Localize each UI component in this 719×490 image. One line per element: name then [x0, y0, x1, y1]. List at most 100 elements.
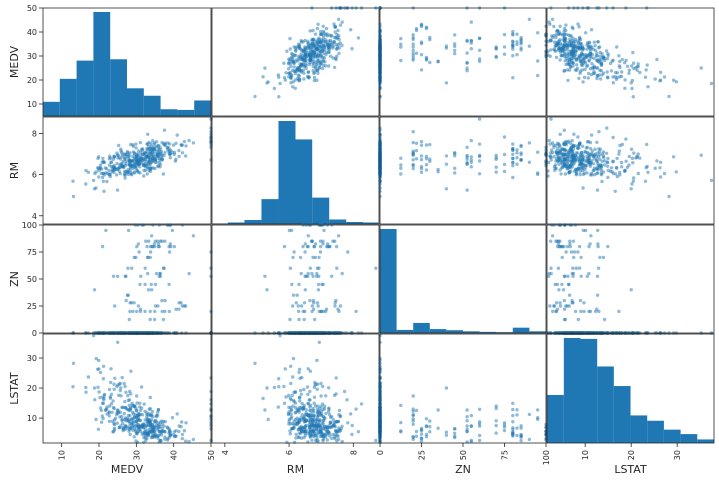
scatter-point	[100, 414, 105, 418]
scatter-point	[527, 437, 532, 442]
scatter-point	[318, 40, 323, 44]
scatter-point	[598, 157, 602, 161]
scatter-point	[143, 266, 147, 270]
scatter-point	[285, 49, 289, 53]
hist-bar	[613, 386, 631, 443]
scatter-point	[576, 250, 580, 254]
scatter-point	[151, 139, 155, 143]
scatter-point	[477, 48, 482, 52]
scatter-point	[477, 433, 482, 438]
scatter-point	[108, 172, 113, 176]
scatter-point	[315, 358, 319, 363]
hist-bar	[329, 219, 347, 224]
scatter-point	[128, 432, 132, 437]
scatter-point	[292, 390, 296, 394]
scatter-point	[655, 57, 659, 62]
scatter-point	[113, 167, 117, 171]
scatter-point	[586, 140, 591, 144]
scatter-point	[84, 385, 88, 390]
scatter-point	[565, 68, 569, 72]
scatter-point	[624, 159, 628, 163]
scatter-point	[180, 143, 184, 147]
scatter-point	[465, 157, 469, 161]
scatter-point	[586, 71, 591, 76]
scatter-point	[303, 433, 307, 437]
scatter-point	[138, 140, 143, 145]
scatter-point	[299, 392, 303, 396]
scatter-point	[126, 228, 131, 233]
scatter-point	[308, 298, 312, 303]
scatter-point	[311, 255, 315, 260]
scatter-point	[444, 46, 449, 50]
scatter-point	[131, 309, 135, 314]
scatter-point	[321, 438, 325, 443]
scatter-point	[312, 427, 316, 432]
scatter-point	[276, 405, 280, 409]
panel-rm-vs-zn	[378, 116, 548, 225]
scatter-point	[316, 22, 320, 26]
scatter-point	[126, 153, 131, 157]
scatter-point	[562, 317, 567, 322]
scatter-point	[515, 40, 519, 44]
scatter-point	[606, 244, 610, 249]
scatter-point	[511, 29, 515, 34]
scatter-point	[313, 46, 318, 50]
scatter-point	[552, 304, 556, 308]
scatter-point	[148, 395, 152, 400]
scatter-point	[511, 427, 515, 432]
scatter-point	[122, 411, 127, 416]
scatter-point	[100, 244, 105, 249]
scatter-point	[565, 41, 569, 45]
panel-frame	[379, 7, 547, 117]
scatter-point	[167, 152, 172, 157]
scatter-point	[465, 408, 469, 412]
scatter-point	[335, 47, 339, 51]
scatter-point	[424, 417, 429, 421]
scatter-point	[149, 234, 154, 238]
scatter-point	[568, 148, 572, 152]
scatter-point	[163, 151, 167, 155]
scatter-point	[646, 85, 650, 89]
scatter-point	[316, 304, 320, 308]
scatter-point	[333, 30, 337, 34]
scatter-point	[465, 145, 469, 149]
scatter-point	[599, 63, 604, 67]
scatter-point	[282, 244, 287, 249]
scatter-point	[552, 145, 556, 149]
scatter-point	[313, 54, 318, 58]
scatter-point	[167, 309, 172, 314]
scatter-point	[342, 389, 347, 394]
scatter-point	[306, 431, 310, 436]
scatter-point	[592, 64, 596, 68]
scatter-point	[112, 406, 116, 411]
scatter-point	[568, 244, 572, 249]
hist-bar	[597, 366, 614, 443]
scatter-point	[156, 242, 161, 246]
x-axis-label-zn: ZN	[455, 463, 471, 476]
scatter-point	[158, 271, 162, 276]
scatter-point	[606, 175, 610, 180]
scatter-point	[122, 173, 127, 177]
scatter-point	[568, 152, 572, 157]
scatter-point	[595, 159, 599, 164]
scatter-point	[170, 150, 175, 154]
scatter-point	[147, 432, 151, 437]
scatter-point	[168, 433, 172, 438]
scatter-point	[557, 288, 561, 292]
scatter-point	[310, 271, 314, 276]
scatter-point	[109, 367, 113, 371]
scatter-point	[419, 154, 424, 158]
scatter-point	[592, 56, 596, 60]
scatter-point	[318, 32, 323, 37]
scatter-point	[324, 41, 328, 45]
scatter-point	[333, 35, 337, 40]
scatter-point	[130, 159, 134, 163]
scatter-point	[315, 387, 319, 391]
scatter-point	[605, 160, 609, 164]
scatter-point	[511, 142, 515, 146]
scatter-point	[436, 170, 440, 174]
scatter-point	[162, 153, 166, 158]
scatter-point	[356, 36, 361, 40]
scatter-point	[519, 424, 523, 428]
